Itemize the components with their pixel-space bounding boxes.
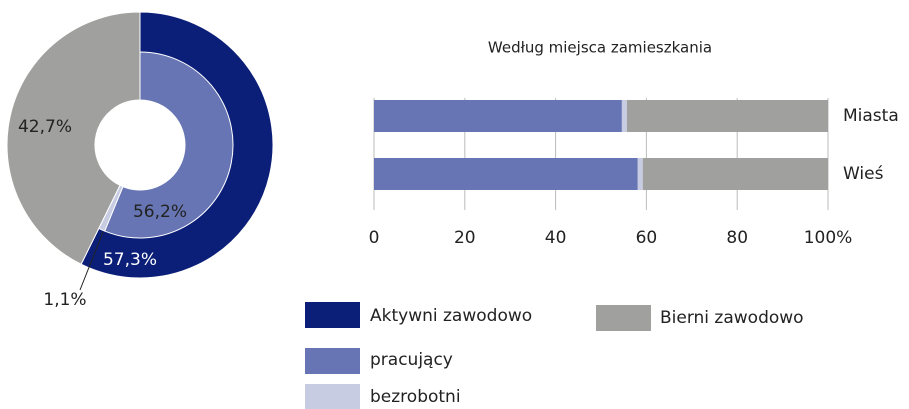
x-tick-label: 100% xyxy=(804,228,853,248)
y-tick-label: Wieś xyxy=(843,164,884,184)
bar xyxy=(374,158,638,190)
legend-label: pracujący xyxy=(370,350,453,370)
chart-title: Według miejsca zamieszkania xyxy=(488,39,712,57)
bar xyxy=(626,100,828,132)
x-tick-label: 80 xyxy=(726,228,748,248)
legend-label: Aktywni zawodowo xyxy=(370,306,532,326)
x-tick-label: 40 xyxy=(545,228,567,248)
y-tick-label: Miasta xyxy=(843,106,899,126)
legend-swatch xyxy=(305,348,360,374)
legend-swatch xyxy=(305,302,360,328)
legend-swatch xyxy=(596,305,651,331)
data-label: 57,3% xyxy=(103,250,157,270)
x-tick-label: 20 xyxy=(454,228,476,248)
bar xyxy=(637,158,643,190)
legend-swatch xyxy=(305,384,360,409)
bar xyxy=(374,100,622,132)
legend-label: bezrobotni xyxy=(370,387,461,407)
data-label: 56,2% xyxy=(133,202,187,222)
bar xyxy=(642,158,828,190)
x-tick-label: 0 xyxy=(369,228,380,248)
bar xyxy=(621,100,627,132)
data-label: 42,7% xyxy=(18,117,72,137)
donut-slice xyxy=(6,11,141,265)
leader-line xyxy=(79,231,104,291)
x-tick-label: 60 xyxy=(636,228,658,248)
data-label: 1,1% xyxy=(43,290,86,310)
donut-hole xyxy=(95,100,185,190)
legend-label: Bierni zawodowo xyxy=(660,308,804,328)
